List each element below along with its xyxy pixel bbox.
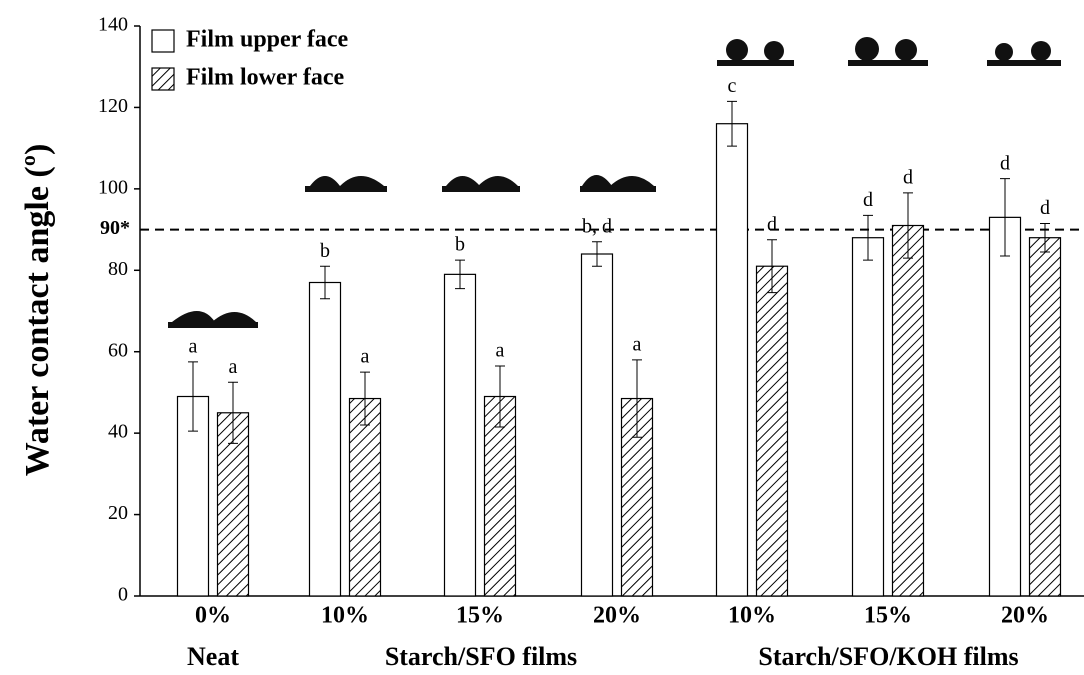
bar (308, 281, 342, 597)
error-bar (863, 214, 873, 261)
significance-letter: c (728, 75, 737, 97)
x-tick-label: 15% (456, 603, 504, 629)
y-tick-label: 60 (108, 339, 128, 361)
x-tick-label: 15% (864, 603, 912, 629)
bar (891, 224, 925, 597)
error-bar (903, 192, 913, 259)
error-bar (320, 265, 330, 300)
bar (483, 395, 517, 597)
group-label: Starch/SFO films (385, 642, 577, 671)
y-tick-label: 120 (98, 95, 128, 117)
legend-label: Film lower face (186, 65, 345, 91)
significance-letter: d (767, 213, 777, 235)
significance-letter: d (903, 167, 913, 189)
y-tick-label: 0 (118, 584, 128, 606)
droplet-images (168, 37, 1061, 328)
error-bar (360, 371, 370, 426)
y-tick-label: 40 (108, 421, 128, 443)
bar (755, 265, 789, 597)
significance-letter: a (229, 356, 238, 378)
x-tick-label: 20% (1001, 603, 1049, 629)
legend-label: Film upper face (186, 27, 349, 53)
reference-label: 90* (100, 217, 130, 239)
bar (851, 237, 885, 597)
bar (443, 273, 477, 597)
significance-letter: b (455, 234, 465, 256)
legend-swatch (151, 29, 175, 53)
error-bar (632, 359, 642, 438)
error-bar (228, 381, 238, 444)
y-tick-label: 20 (108, 502, 128, 524)
error-bar (1000, 178, 1010, 257)
bar (348, 397, 382, 597)
x-tick-label: 20% (593, 603, 641, 629)
group-label: Starch/SFO/KOH films (758, 642, 1018, 671)
error-bar (455, 259, 465, 290)
y-tick-label: 100 (98, 176, 128, 198)
x-tick-label: 10% (728, 603, 776, 629)
bar (715, 123, 749, 597)
significance-letter: a (189, 335, 198, 357)
group-label: Neat (187, 642, 239, 671)
significance-letter: d (863, 189, 873, 211)
legend-swatch (151, 67, 175, 91)
bar (1028, 237, 1062, 597)
significance-letter: a (361, 346, 370, 368)
error-bar (1040, 222, 1050, 253)
error-bar (188, 361, 198, 432)
y-axis-title: Water contact angle (º) (19, 144, 56, 477)
x-tick-label: 0% (195, 603, 231, 629)
bar (580, 253, 614, 597)
significance-letter: a (633, 333, 642, 355)
error-bar (727, 100, 737, 147)
significance-letter: a (496, 340, 505, 362)
significance-letter: b (320, 240, 330, 262)
bar (988, 216, 1022, 597)
error-bar (495, 365, 505, 428)
y-tick-label: 140 (98, 14, 128, 36)
significance-letter: b, d (582, 215, 612, 237)
x-tick-label: 10% (321, 603, 369, 629)
significance-letter: d (1000, 152, 1010, 174)
error-bar (592, 241, 602, 267)
y-tick-label: 80 (108, 258, 128, 280)
significance-letter: d (1040, 197, 1050, 219)
error-bar (767, 239, 777, 294)
